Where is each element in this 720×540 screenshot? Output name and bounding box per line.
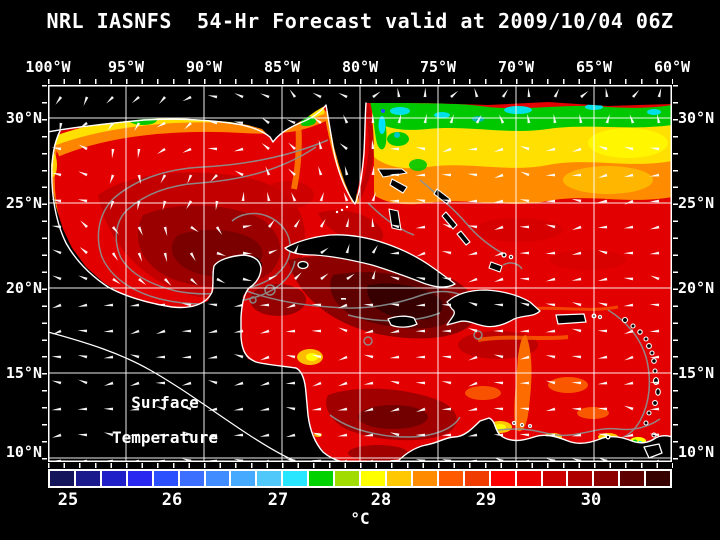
latitude-axis-right: 30°N 25°N 20°N 15°N 10°N bbox=[676, 85, 720, 462]
colorbar-cell bbox=[516, 471, 541, 486]
colorbar-cell bbox=[309, 471, 334, 486]
colorbar-unit-label: °C bbox=[350, 509, 370, 528]
right-minor-ticks bbox=[673, 85, 678, 463]
colorbar-cell bbox=[438, 471, 463, 486]
axis-label: 30°N bbox=[678, 109, 715, 127]
colorbar-cell bbox=[283, 471, 308, 486]
axis-label: 28 bbox=[370, 490, 392, 510]
axis-label: 65°W bbox=[575, 58, 613, 76]
latitude-axis-left: 30°N 25°N 20°N 15°N 10°N bbox=[0, 85, 44, 462]
longitude-axis: 100°W 95°W 90°W 85°W 80°W 75°W 70°W 65°W 60°W bbox=[0, 58, 720, 78]
colorbar-cell bbox=[101, 471, 126, 486]
axis-label: 70°W bbox=[497, 58, 535, 76]
colorbar-cell bbox=[127, 471, 152, 486]
axis-label: 20°N bbox=[678, 279, 715, 297]
left-minor-ticks bbox=[42, 85, 47, 463]
colorbar-cell bbox=[205, 471, 230, 486]
island-isla-juventud bbox=[297, 260, 309, 270]
colorbar-cell bbox=[594, 471, 619, 486]
colorbar-cell bbox=[335, 471, 360, 486]
annotation-temperature: Temperature bbox=[112, 428, 218, 447]
top-minor-ticks bbox=[48, 79, 673, 84]
axis-label: 60°W bbox=[653, 58, 691, 76]
small-cays bbox=[335, 205, 349, 300]
bottom-minor-ticks bbox=[48, 463, 673, 468]
colorbar-cell bbox=[490, 471, 515, 486]
colorbar bbox=[48, 469, 672, 488]
colorbar-cell bbox=[464, 471, 489, 486]
colorbar-cell bbox=[179, 471, 204, 486]
island-cuba bbox=[284, 234, 456, 288]
axis-label: 10°N bbox=[5, 443, 42, 461]
island-jamaica bbox=[387, 315, 418, 328]
sst-map-canvas bbox=[48, 85, 672, 462]
colorbar-cell bbox=[153, 471, 178, 486]
page-title: NRL IASNFS 54-Hr Forecast valid at 2009/… bbox=[46, 9, 674, 33]
axis-label: 95°W bbox=[107, 58, 145, 76]
land-south-america bbox=[397, 418, 672, 462]
graticule bbox=[48, 85, 672, 462]
colorbar-cell bbox=[231, 471, 256, 486]
current-vector-arrows bbox=[51, 87, 662, 462]
axis-label: 90°W bbox=[185, 58, 223, 76]
axis-label: 100°W bbox=[25, 58, 71, 76]
island-hispaniola bbox=[446, 289, 541, 328]
axis-label: 30°N bbox=[5, 109, 42, 127]
colorbar-cell bbox=[646, 471, 671, 486]
colorbar-cell bbox=[75, 471, 100, 486]
sst-map-svg bbox=[48, 85, 672, 462]
axis-label: 15°N bbox=[5, 364, 42, 382]
axis-label: 15°N bbox=[678, 364, 715, 382]
axis-label: 25°N bbox=[5, 194, 42, 212]
axis-label: 27 bbox=[267, 490, 289, 510]
map-border bbox=[48, 85, 672, 462]
colorbar-cell bbox=[620, 471, 645, 486]
annotation-surface: Surface bbox=[131, 393, 199, 412]
axis-label: 75°W bbox=[419, 58, 457, 76]
colorbar-cell bbox=[568, 471, 593, 486]
colorbar-cell bbox=[257, 471, 282, 486]
colorbar-cell bbox=[50, 471, 74, 486]
island-puerto-rico bbox=[555, 313, 587, 325]
axis-label: 80°W bbox=[341, 58, 379, 76]
colorbar-cell bbox=[412, 471, 437, 486]
coastlines bbox=[48, 102, 672, 462]
island-trinidad bbox=[643, 443, 663, 459]
axis-label: 25°N bbox=[678, 194, 715, 212]
colorbar-tick-labels: 25 26 27 28 29 30 bbox=[0, 490, 720, 510]
colorbar-cell bbox=[361, 471, 385, 486]
colorbar-cell bbox=[386, 471, 411, 486]
axis-label: 29 bbox=[475, 490, 497, 510]
axis-label: 20°N bbox=[5, 279, 42, 297]
axis-label: 30 bbox=[580, 490, 602, 510]
axis-label: 10°N bbox=[678, 443, 715, 461]
colorbar-cell bbox=[542, 471, 567, 486]
axis-label: 85°W bbox=[263, 58, 301, 76]
axis-label: 25 bbox=[57, 490, 79, 510]
axis-label: 26 bbox=[161, 490, 183, 510]
atlantic-cool-bands bbox=[352, 101, 672, 270]
